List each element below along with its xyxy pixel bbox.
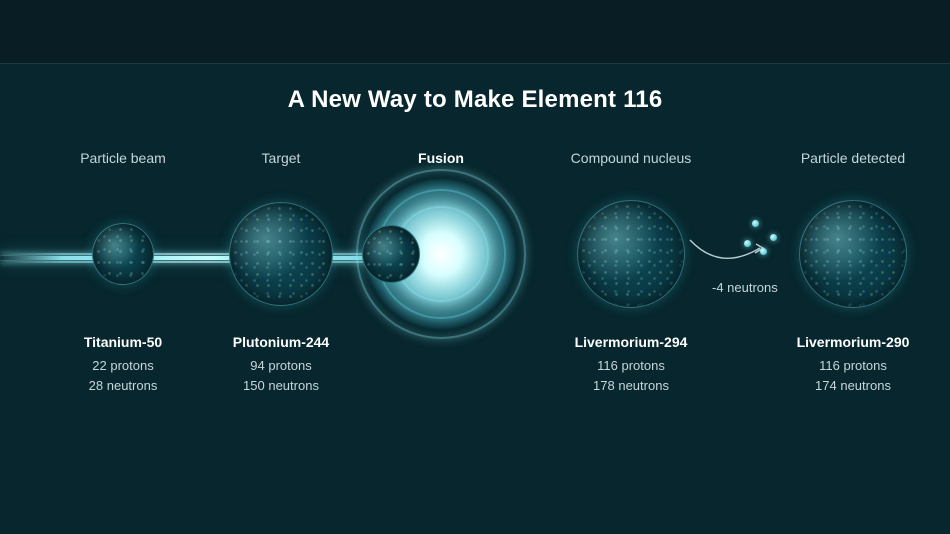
neutron-dot — [760, 248, 767, 255]
diagram-stage: Particle beam Titanium-50 22 protons 28 … — [0, 150, 950, 410]
emission-label: -4 neutrons — [712, 280, 778, 295]
emission-arrow — [0, 150, 950, 410]
neutron-dot — [752, 220, 759, 227]
page-title: A New Way to Make Element 116 — [0, 86, 950, 114]
neutron-dot — [770, 234, 777, 241]
top-band — [0, 0, 950, 64]
neutron-dot — [744, 240, 751, 247]
